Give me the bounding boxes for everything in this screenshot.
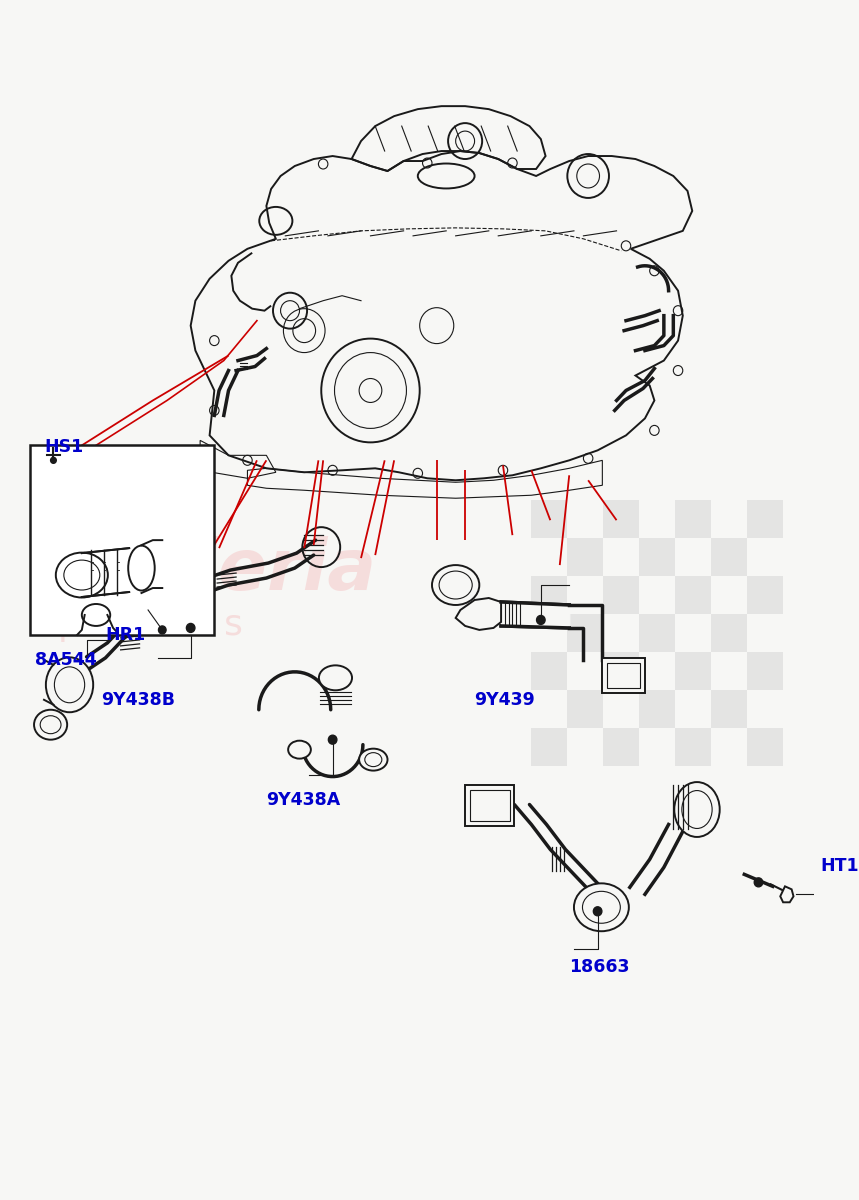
Polygon shape [639, 538, 675, 576]
Circle shape [537, 616, 545, 624]
Polygon shape [603, 500, 639, 538]
Circle shape [594, 907, 602, 916]
Circle shape [754, 878, 763, 887]
Polygon shape [603, 538, 639, 576]
Polygon shape [532, 727, 567, 766]
Polygon shape [603, 690, 639, 727]
Polygon shape [675, 690, 711, 727]
Polygon shape [675, 576, 711, 614]
Text: 8A544: 8A544 [34, 650, 96, 668]
Polygon shape [711, 500, 747, 538]
Text: scuderia: scuderia [30, 535, 377, 605]
Polygon shape [675, 538, 711, 576]
Text: 9Y438A: 9Y438A [266, 791, 341, 809]
Polygon shape [675, 500, 711, 538]
Polygon shape [532, 576, 567, 614]
Polygon shape [711, 538, 747, 576]
Polygon shape [567, 727, 603, 766]
Polygon shape [639, 690, 675, 727]
Polygon shape [567, 690, 603, 727]
Text: 9Y438B: 9Y438B [101, 691, 174, 709]
Text: HR1: HR1 [106, 626, 146, 644]
Polygon shape [639, 652, 675, 690]
Bar [30, 445, 215, 635]
Polygon shape [675, 652, 711, 690]
Polygon shape [747, 614, 783, 652]
Polygon shape [711, 576, 747, 614]
Polygon shape [603, 614, 639, 652]
Polygon shape [639, 576, 675, 614]
Polygon shape [532, 500, 567, 538]
Polygon shape [639, 727, 675, 766]
Polygon shape [711, 727, 747, 766]
Polygon shape [455, 598, 501, 630]
Polygon shape [603, 652, 639, 690]
Polygon shape [747, 576, 783, 614]
Text: 18663: 18663 [570, 958, 630, 976]
Bar [602, 658, 645, 692]
Polygon shape [780, 887, 794, 902]
Polygon shape [532, 652, 567, 690]
Polygon shape [747, 690, 783, 727]
Text: HT1: HT1 [820, 857, 859, 875]
Circle shape [51, 457, 57, 463]
Polygon shape [675, 614, 711, 652]
Circle shape [186, 624, 195, 632]
Polygon shape [747, 652, 783, 690]
Polygon shape [603, 727, 639, 766]
Polygon shape [603, 576, 639, 614]
Ellipse shape [319, 665, 352, 690]
Polygon shape [711, 614, 747, 652]
Circle shape [159, 626, 166, 634]
Polygon shape [567, 576, 603, 614]
Ellipse shape [574, 883, 629, 931]
Polygon shape [747, 500, 783, 538]
Ellipse shape [288, 740, 311, 758]
Ellipse shape [674, 782, 720, 836]
Polygon shape [747, 538, 783, 576]
Bar [465, 785, 515, 827]
Polygon shape [711, 690, 747, 727]
Polygon shape [675, 727, 711, 766]
Text: HS1: HS1 [44, 438, 83, 456]
Polygon shape [639, 614, 675, 652]
Polygon shape [532, 614, 567, 652]
Ellipse shape [432, 565, 479, 605]
Polygon shape [532, 690, 567, 727]
Polygon shape [747, 727, 783, 766]
Bar [607, 662, 640, 688]
Circle shape [328, 736, 337, 744]
Text: 9Y439: 9Y439 [474, 691, 535, 709]
Text: p  a  r  t  s: p a r t s [58, 608, 243, 642]
Polygon shape [639, 500, 675, 538]
Ellipse shape [34, 709, 67, 739]
Polygon shape [567, 652, 603, 690]
Polygon shape [567, 614, 603, 652]
Ellipse shape [359, 749, 387, 770]
Bar [470, 790, 509, 822]
Polygon shape [532, 538, 567, 576]
Ellipse shape [46, 658, 93, 713]
Polygon shape [567, 500, 603, 538]
Polygon shape [711, 652, 747, 690]
Polygon shape [567, 538, 603, 576]
